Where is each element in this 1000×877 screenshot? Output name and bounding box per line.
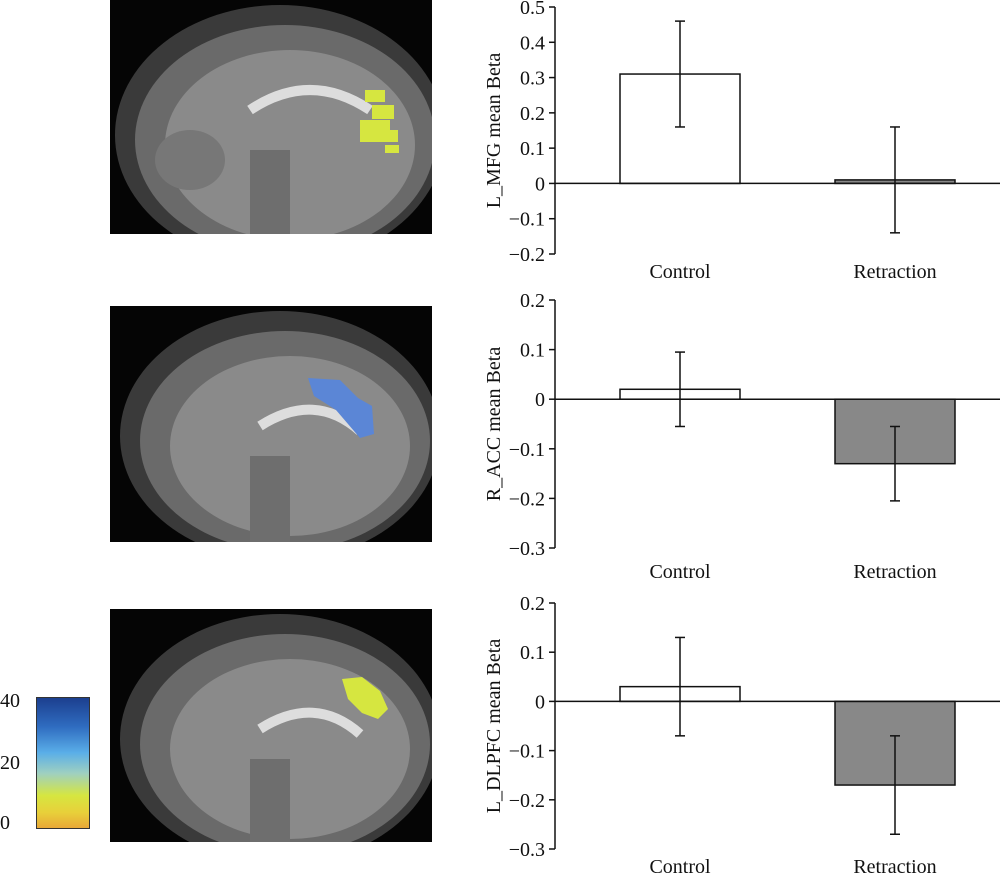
y-tick-label: 0.2: [520, 290, 545, 312]
x-category-label: Retraction: [853, 561, 936, 583]
y-tick-label: −0.1: [509, 741, 545, 763]
y-tick-label: 0.5: [520, 0, 545, 19]
y-tick-label: −0.1: [509, 209, 545, 231]
y-axis-label: L_DLPFC mean Beta: [483, 639, 505, 814]
colorbar: [36, 697, 90, 829]
y-tick-label: 0.3: [520, 68, 545, 90]
colorbar-tick-label: 0: [0, 812, 10, 834]
bar-chart-dlpfc: 0.2 0.1 0 −0.1 −0.2 −0.3 L_DLPFC mean Beta Cont…: [470, 590, 1000, 877]
error-bar-control: [675, 20, 685, 128]
y-tick-label: −0.1: [509, 439, 545, 461]
activation-region-acc: [308, 378, 374, 438]
y-axis-label: L_MFG mean Beta: [483, 53, 505, 209]
y-tick-label: 0: [535, 389, 545, 411]
brain-image-sagittal-mfg: [110, 0, 432, 234]
error-bar-control: [675, 636, 685, 737]
y-tick-label: −0.2: [509, 244, 545, 266]
error-bar-control: [675, 351, 685, 428]
error-bar-retraction: [890, 126, 900, 234]
y-tick-label: 0.1: [520, 340, 545, 362]
y-tick-label: −0.2: [509, 790, 545, 812]
activation-region-mfg: [360, 90, 399, 153]
y-axis-label: R_ACC mean Beta: [483, 347, 505, 502]
brain-image-sagittal-acc: [110, 306, 432, 542]
x-category-label: Control: [649, 561, 711, 583]
activation-region-dlpfc: [342, 677, 388, 719]
y-tick-label: −0.3: [509, 538, 545, 560]
y-tick-label: 0.1: [520, 138, 545, 160]
error-bar-retraction: [890, 735, 900, 835]
y-tick-label: 0.4: [520, 32, 545, 54]
y-tick-label: 0.2: [520, 593, 545, 615]
brain-image-sagittal-dlpfc: [110, 609, 432, 842]
bar-chart-mfg: 0.5 0.4 0.3 0.2 0.1 0 −0.1 −0.2 L_MFG mean Beta C…: [470, 0, 1000, 290]
y-tick-label: 0: [535, 691, 545, 713]
x-category-label: Retraction: [853, 856, 936, 877]
x-category-label: Control: [649, 856, 711, 877]
bar-chart-acc: 0.2 0.1 0 −0.1 −0.2 −0.3 R_ACC mean Beta Contro…: [470, 290, 1000, 590]
colorbar-tick-label: 40: [0, 690, 20, 712]
y-tick-label: 0.1: [520, 642, 545, 664]
y-tick-label: 0.2: [520, 103, 545, 125]
y-tick-label: −0.2: [509, 488, 545, 510]
y-tick-label: 0: [535, 173, 545, 195]
x-category-label: Retraction: [853, 261, 936, 283]
bar-control: [619, 73, 741, 185]
error-bar-retraction: [890, 425, 900, 502]
y-tick-label: −0.3: [509, 839, 545, 861]
x-category-label: Control: [649, 261, 711, 283]
colorbar-tick-label: 20: [0, 752, 20, 774]
